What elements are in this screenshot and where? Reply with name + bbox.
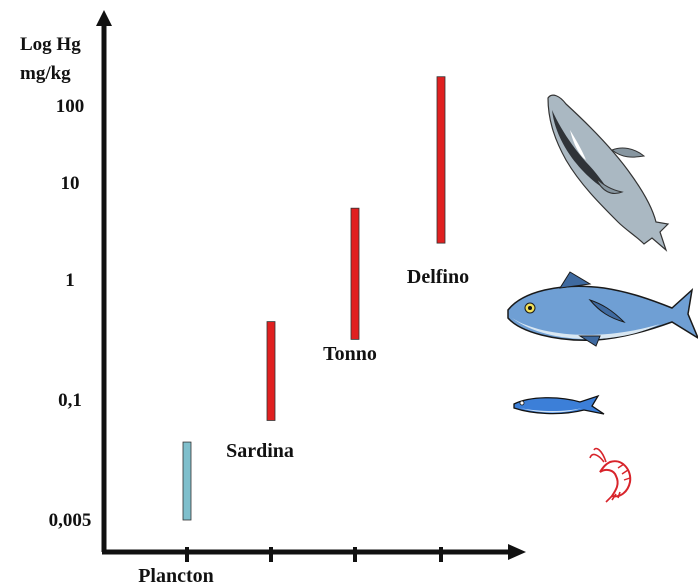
category-label-plancton: Plancton [138,565,214,585]
category-label-tonno: Tonno [323,343,377,365]
range-bar-sardina [266,321,276,421]
x-axis-arrow [508,544,526,560]
range-bar-delfino [436,76,446,244]
y-tick-label: 0,1 [58,390,82,411]
y-tick-labels: 100 10 1 0,1 0,005 [49,96,92,531]
y-axis-label-line2: mg/kg [20,63,71,84]
sardine-icon [513,394,605,415]
y-axis-arrow [96,10,112,26]
range-bars [182,76,446,521]
y-tick-label: 1 [65,270,75,291]
category-labels: Plancton Sardina Tonno Delfino [138,266,469,585]
x-ticks [185,547,443,562]
category-label-sardina: Sardina [226,440,294,462]
dolphin-icon [547,94,670,252]
y-axis-label-line1: Log Hg [20,34,81,55]
range-bar-plancton [182,441,192,521]
tuna-icon [507,271,698,347]
category-label-delfino: Delfino [407,266,469,288]
y-tick-label: 10 [61,173,80,194]
range-bar-tonno [350,207,360,340]
shrimp-icon [589,447,632,503]
y-tick-label: 100 [56,96,85,117]
y-tick-label: 0,005 [49,510,92,531]
